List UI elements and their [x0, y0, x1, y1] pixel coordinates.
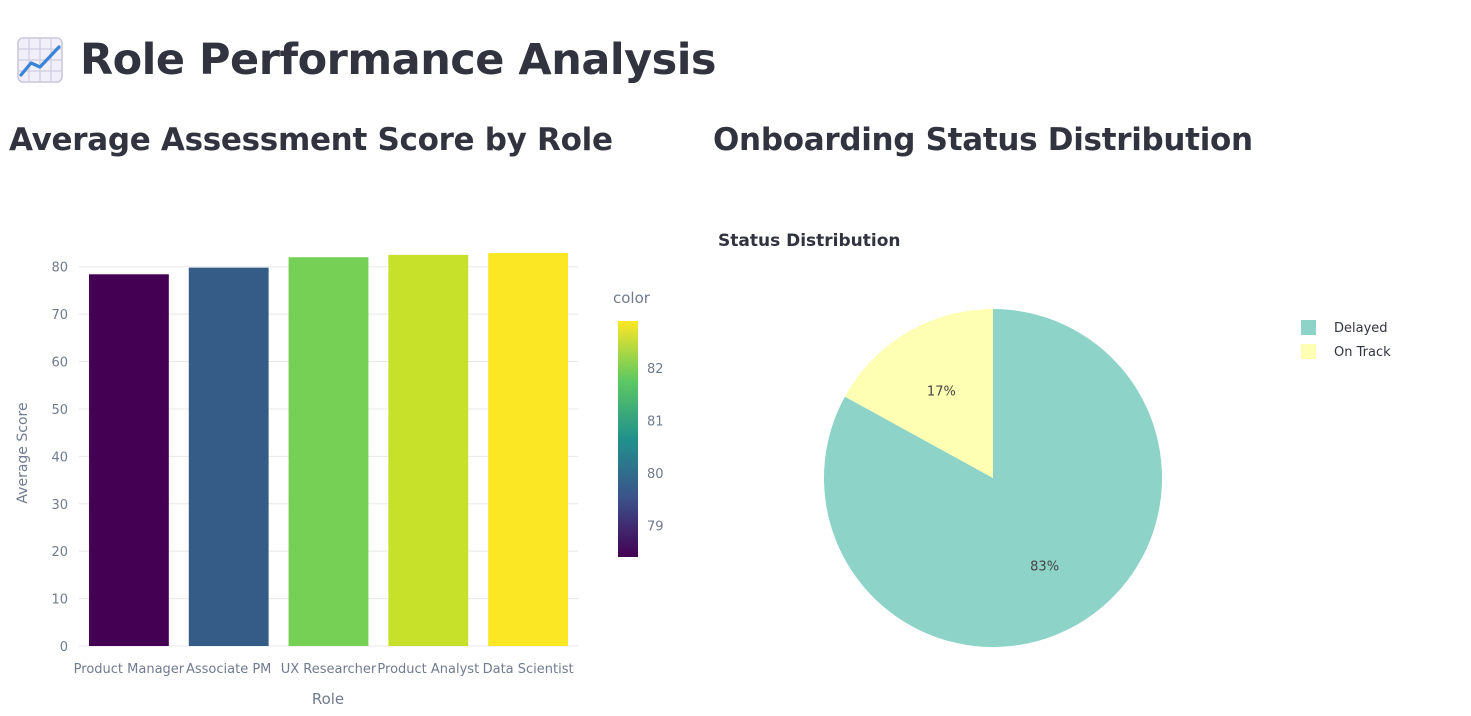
y-tick-label: 50: [51, 403, 68, 418]
y-tick-label: 30: [51, 498, 68, 513]
legend-swatch: [1301, 344, 1316, 359]
legend-label: On Track: [1334, 345, 1391, 360]
bar-product-analyst[interactable]: [388, 254, 469, 646]
pie-slice-label: 83%: [1030, 559, 1059, 574]
chart-increasing-icon: [17, 37, 63, 83]
legend-label: Delayed: [1334, 321, 1388, 336]
colorbar-tick-label: 79: [647, 520, 664, 535]
y-tick-label: 0: [60, 640, 68, 655]
colorbar-gradient: [618, 321, 638, 557]
legend-item-delayed[interactable]: Delayed: [1301, 320, 1388, 336]
x-tick-label: Product Manager: [74, 662, 185, 677]
legend-item-on-track[interactable]: On Track: [1301, 344, 1391, 360]
pie-slice-label: 17%: [927, 385, 956, 400]
x-tick-label: Data Scientist: [483, 662, 574, 677]
legend-swatch: [1301, 320, 1316, 335]
page-title: Role Performance Analysis: [16, 30, 717, 90]
colorbar-tick-label: 80: [647, 467, 664, 482]
page-title-text: Role Performance Analysis: [80, 35, 717, 85]
y-axis-title: Average Score: [15, 402, 31, 503]
y-tick-label: 40: [51, 450, 68, 465]
x-tick-label: Associate PM: [186, 662, 271, 677]
bar-ux-researcher[interactable]: [288, 257, 369, 646]
y-tick-label: 70: [51, 308, 68, 323]
y-tick-label: 20: [51, 545, 68, 560]
bar-data-scientist[interactable]: [488, 252, 569, 646]
bar-chart-heading: Average Assessment Score by Role: [9, 122, 613, 158]
colorbar-tick-label: 82: [647, 362, 664, 377]
colorbar-title: color: [613, 289, 651, 307]
y-tick-label: 10: [51, 593, 68, 608]
y-tick-label: 60: [51, 356, 68, 371]
colorbar-tick-label: 81: [647, 415, 664, 430]
x-tick-label: Product Analyst: [377, 662, 479, 677]
y-tick-label: 80: [51, 261, 68, 276]
bar-product-manager[interactable]: [88, 274, 169, 646]
pie-chart-heading: Onboarding Status Distribution: [713, 122, 1253, 158]
pie-chart[interactable]: Status Distribution 83% 17% Delayed On Tra…: [700, 200, 1471, 716]
bar-chart[interactable]: 0 10 20 30 40 50 60 70 80 Product Manager Associa…: [0, 200, 690, 716]
x-tick-label: UX Researcher: [281, 662, 377, 677]
pie-slice-on-track[interactable]: [844, 309, 993, 478]
x-axis-title: Role: [312, 690, 344, 708]
pie-title: Status Distribution: [718, 231, 901, 251]
bar-associate-pm[interactable]: [188, 267, 269, 646]
